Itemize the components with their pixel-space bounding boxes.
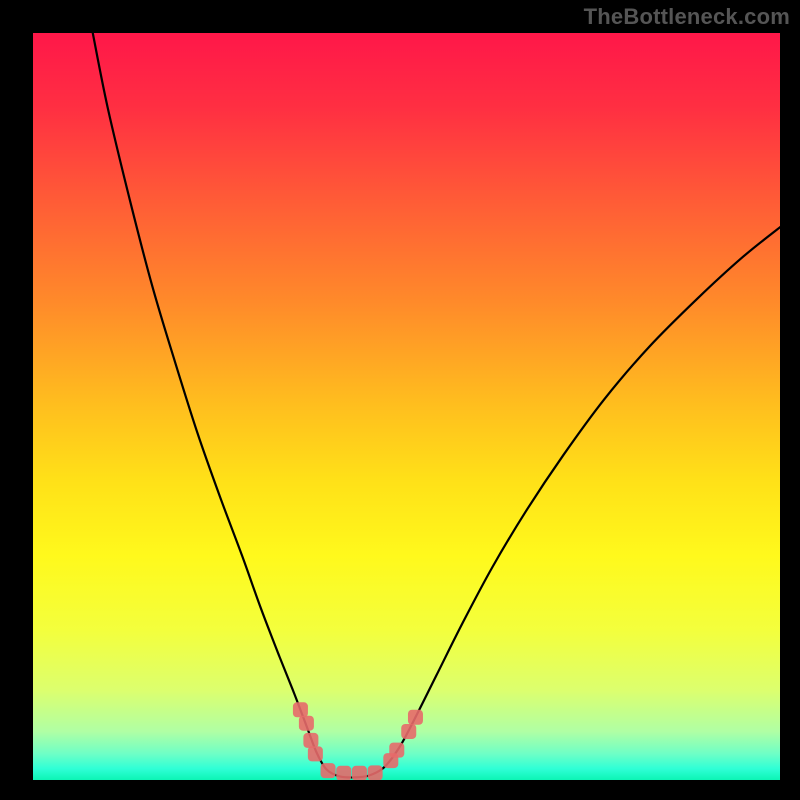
marker-point: [401, 724, 416, 739]
marker-point: [321, 763, 336, 778]
marker-point: [299, 716, 314, 731]
marker-point: [352, 766, 367, 780]
marker-point: [389, 743, 404, 758]
marker-point: [303, 733, 318, 748]
bottleneck-plot: [33, 33, 780, 780]
marker-point: [293, 702, 308, 717]
watermark-text: TheBottleneck.com: [584, 4, 790, 30]
gradient-background: [33, 33, 780, 780]
marker-point: [308, 746, 323, 761]
marker-point: [368, 765, 383, 780]
chart-outer-frame: TheBottleneck.com: [0, 0, 800, 800]
marker-point: [408, 710, 423, 725]
marker-point: [336, 766, 351, 780]
